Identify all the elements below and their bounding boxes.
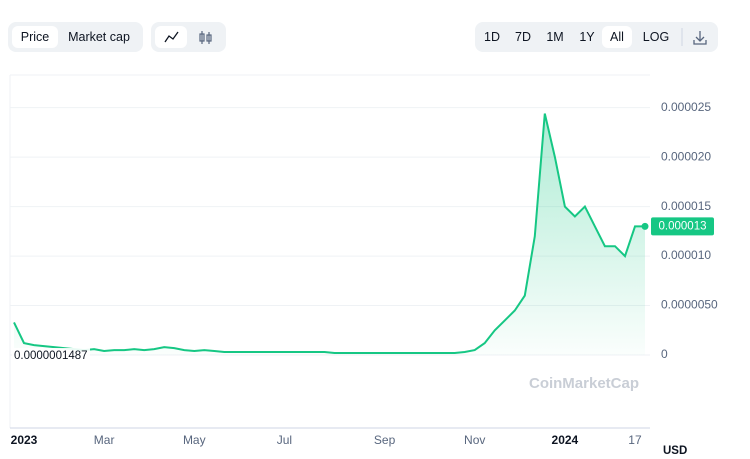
price-tag [651, 217, 714, 236]
y-tick-label: 0.0000050 [661, 298, 718, 312]
range-button[interactable]: 1D [484, 30, 500, 44]
watermark: CoinMarketCap [529, 375, 639, 392]
candle-button[interactable] [199, 31, 212, 44]
start-tag-label: 0.0000001487 [14, 350, 88, 362]
start-tag [12, 348, 90, 364]
y-tick-label: 0.000025 [661, 100, 711, 114]
price-button[interactable]: Price [21, 30, 50, 44]
last-point [641, 222, 649, 230]
line-icon [164, 31, 179, 43]
range-button[interactable]: 1M [546, 30, 563, 44]
log-button[interactable]: LOG [643, 30, 669, 44]
market-cap-button[interactable]: Market cap [68, 30, 130, 44]
currency-label: USD [663, 445, 687, 457]
active-range [602, 26, 632, 48]
active-button [12, 26, 58, 48]
range-button[interactable]: All [610, 30, 624, 44]
price-tag-label: 0.000013 [659, 220, 707, 232]
x-tick-label: Jul [277, 433, 292, 447]
x-tick-label: 2024 [552, 433, 579, 447]
x-tick-label: Mar [94, 433, 115, 447]
x-tick-label: May [183, 433, 206, 447]
price-line [13, 113, 645, 354]
y-tick-label: 0.000020 [661, 149, 711, 163]
range-button[interactable]: 7D [515, 30, 531, 44]
range-toggle [475, 22, 718, 52]
y-tick-label: 0.000010 [661, 248, 711, 262]
y-tick-label: 0 [661, 347, 668, 361]
x-tick-label: 17 [628, 433, 642, 447]
download-button[interactable] [693, 31, 707, 45]
area [14, 113, 645, 355]
x-tick-label: Sep [374, 433, 396, 447]
range-button[interactable]: 1Y [579, 30, 595, 44]
x-tick-label: Nov [464, 433, 485, 447]
y-tick-label: 0.000015 [661, 199, 711, 213]
x-tick-label: 2023 [11, 433, 38, 447]
